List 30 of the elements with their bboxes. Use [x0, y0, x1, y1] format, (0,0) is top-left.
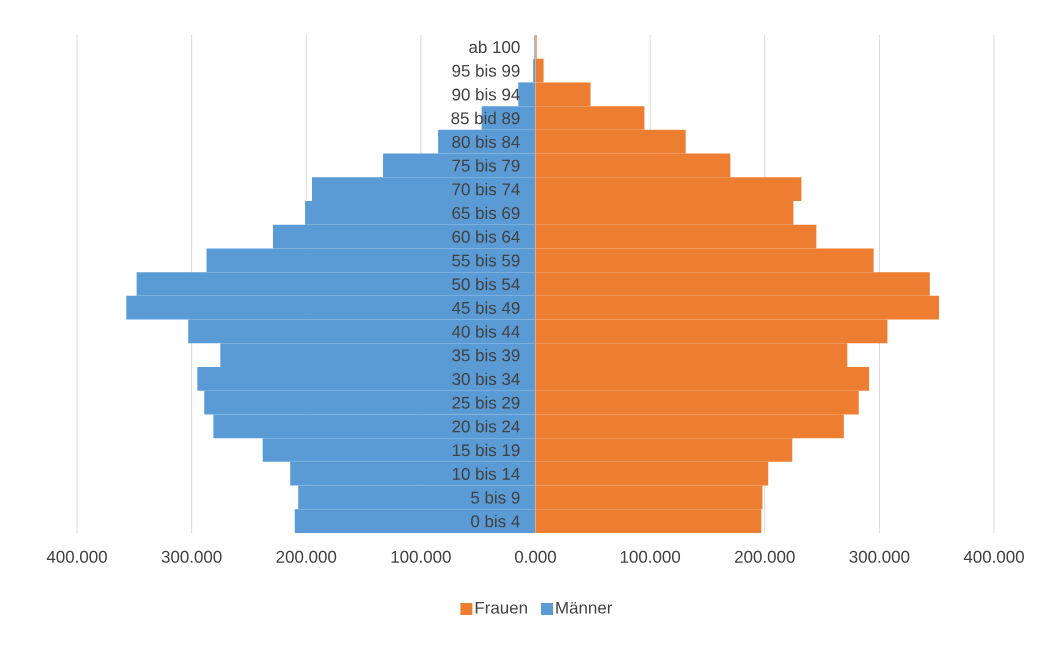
y-tick-label: ab 100	[469, 40, 520, 54]
x-tick-label: 400.000	[46, 550, 107, 563]
y-tick-label: 50 bis 54	[452, 277, 520, 291]
x-tick-label: 100.000	[620, 550, 681, 563]
y-tick-label: 65 bis 69	[452, 206, 520, 220]
y-tick-label: 70 bis 74	[452, 182, 520, 196]
y-tick-label: 0 bis 4	[471, 514, 520, 528]
legend-label: Männer	[556, 601, 613, 614]
x-tick-label: 300.000	[161, 550, 222, 563]
y-tick-label: 55 bis 59	[452, 254, 520, 267]
x-tick-label: 0.000	[514, 550, 557, 563]
y-tick-label: 95 bis 99	[452, 64, 520, 77]
y-tick-label: 35 bis 39	[452, 348, 520, 362]
y-tick-label: 5 bis 9	[471, 491, 520, 504]
x-tick-label: 200.000	[735, 550, 795, 563]
legend-label: Frauen	[475, 601, 527, 614]
y-tick-label: 25 bis 29	[452, 396, 520, 409]
x-tick-label: 300.000	[849, 550, 910, 563]
y-tick-label: 15 bis 19	[452, 443, 520, 457]
x-tick-label: 200.000	[276, 550, 337, 563]
x-tick-label: 400.000	[963, 550, 1024, 563]
y-tick-label: 40 bis 44	[451, 325, 520, 338]
y-tick-label: 60 bis 64	[452, 230, 520, 243]
y-tick-label: 75 bis 79	[452, 159, 520, 172]
y-tick-label: 45 bis 49	[451, 301, 520, 314]
x-tick-label: 100.000	[391, 550, 451, 563]
y-tick-label: 20 bis 24	[452, 420, 520, 433]
y-tick-label: 80 bis 84	[452, 135, 520, 148]
y-tick-label: 30 bis 34	[452, 372, 520, 386]
y-tick-label: 10 bis 14	[452, 467, 520, 480]
